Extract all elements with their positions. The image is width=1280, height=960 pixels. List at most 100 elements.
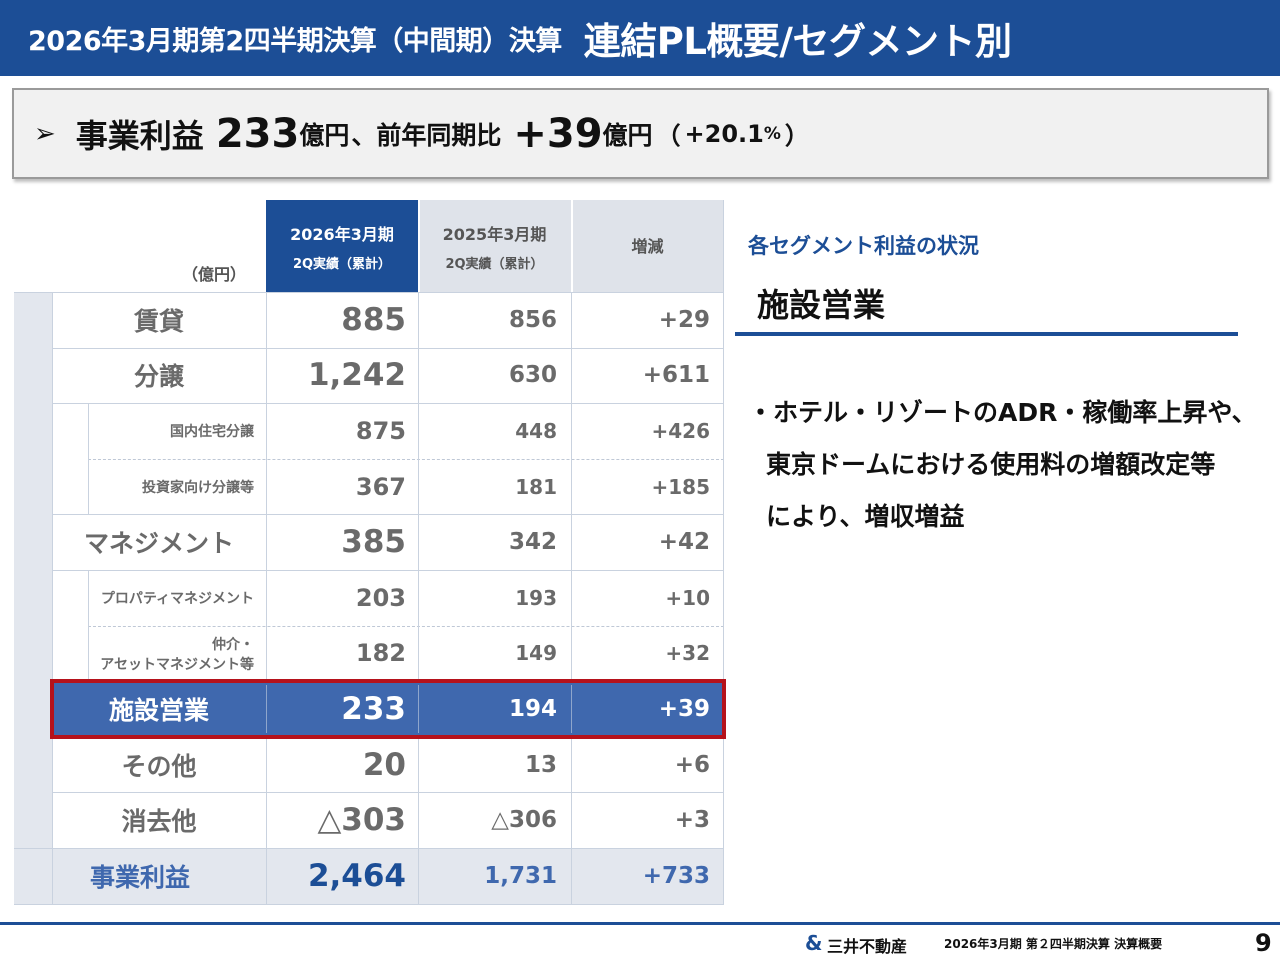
title-bar: 2026年3月期第2四半期決算（中間期）決算 連結PL概要/セグメント別	[0, 0, 1280, 76]
column-header: 2026年3月期	[290, 225, 394, 244]
column-divider	[571, 292, 572, 904]
row-label: 投資家向け分譲等	[142, 479, 254, 496]
segment-name: 施設営業	[757, 286, 886, 324]
current-value: 2,464	[307, 857, 406, 894]
row-label: その他	[121, 751, 197, 781]
column-header-sub: 2Q実績（累計）	[445, 256, 544, 272]
segment-comment-line: により、増収増益	[766, 502, 965, 531]
row-divider	[14, 903, 724, 905]
column-header-sub: 2Q実績（累計）	[292, 256, 392, 272]
prior-value: 630	[508, 362, 557, 389]
headline-pct-sign: %	[763, 123, 781, 144]
segment-comment: ・ホテル・リゾートのADR・稼働率上昇や、 東京ドームにおける使用料の増額改定等…	[748, 387, 1268, 543]
column-header: 増減	[631, 237, 664, 256]
unit-label: （億円）	[181, 265, 246, 284]
row-divider	[14, 848, 724, 849]
current-value: 367	[355, 472, 406, 501]
company-logo-icon: &	[805, 931, 823, 955]
column-header: 2025年3月期	[442, 225, 547, 244]
total-row-bg	[14, 848, 724, 904]
headline-paren-close: ）	[784, 122, 809, 150]
header-bg-current	[266, 200, 418, 292]
row-divider	[52, 403, 724, 405]
current-value: 885	[341, 301, 406, 338]
change-value: +3	[674, 807, 710, 834]
current-value: 1,242	[307, 357, 406, 394]
indent-divider	[88, 570, 89, 682]
current-value: △303	[317, 802, 406, 839]
segment-comment-line: ・ホテル・リゾートのADR・稼働率上昇や、	[748, 398, 1257, 427]
change-value: +6	[674, 751, 710, 778]
current-value: 203	[355, 583, 406, 612]
page-number: 9	[1255, 929, 1272, 957]
change-value: +733	[642, 862, 710, 889]
change-value: +42	[658, 529, 710, 556]
row-divider-dashed	[88, 458, 724, 460]
row-label: 国内住宅分譲	[170, 423, 254, 440]
headline-value: 233	[215, 110, 300, 157]
footer: & 三井不動産 2026年3月期 第２四半期決算 決算概要 9	[0, 929, 1280, 957]
change-value: +32	[665, 641, 710, 666]
headline-box: ➢ 事業利益 233 億円 、前年同期比 +39 億円 （ +20.1 % ）	[12, 88, 1269, 179]
headline-comparison: 、前年同期比	[351, 120, 502, 150]
change-value: +611	[642, 362, 710, 389]
row-label: 施設営業	[108, 695, 209, 725]
footer-divider	[0, 922, 1280, 925]
highlight-divider	[266, 685, 267, 733]
row-label: 仲介・	[212, 636, 254, 653]
prior-value: 448	[515, 418, 557, 443]
current-value: 20	[362, 746, 406, 783]
title-subtitle: 2026年3月期第2四半期決算（中間期）決算	[28, 25, 562, 57]
header-divider	[571, 200, 573, 292]
prior-value: 13	[524, 751, 557, 778]
headline-unit: 億円	[299, 120, 350, 150]
current-value: 875	[355, 416, 406, 445]
page-title: 連結PL概要/セグメント別	[583, 20, 1012, 63]
company-name: 三井不動産	[827, 937, 908, 956]
header-divider	[418, 200, 420, 292]
column-divider	[266, 292, 267, 904]
row-label: 賃貸	[133, 306, 184, 336]
prior-value: 342	[508, 529, 557, 556]
column-divider	[418, 292, 419, 904]
arrow-bullet-icon: ➢	[34, 118, 56, 149]
prior-value: 1,731	[484, 862, 557, 889]
row-divider	[52, 570, 724, 571]
headline-pct-value: +20.1	[684, 119, 764, 148]
row-label: 消去他	[121, 807, 197, 837]
segment-profit-table: （億円） 2026年3月期 2Q実績（累計） 2025年3月期 2Q実績（累計） 増減賃貸…	[14, 200, 726, 905]
change-value: +185	[651, 474, 710, 499]
prior-value: 194	[508, 695, 557, 722]
current-value: 182	[355, 639, 406, 668]
row-divider-dashed	[88, 625, 724, 627]
headline-diff-unit: 億円	[602, 120, 653, 150]
footer-doc-title: 2026年3月期 第２四半期決算 決算概要	[944, 937, 1163, 951]
row-label: プロパティマネジメント	[100, 590, 254, 607]
row-divider	[52, 736, 724, 738]
change-value: +10	[665, 585, 710, 610]
change-value: +426	[651, 418, 710, 443]
change-value: +39	[658, 695, 710, 722]
highlight-divider	[571, 685, 572, 733]
current-value: 233	[341, 690, 406, 727]
headline-label: 事業利益	[75, 116, 204, 155]
row-divider	[52, 514, 724, 516]
prior-value: △306	[491, 807, 557, 834]
headline-paren-open: （	[656, 122, 681, 150]
prior-value: 149	[515, 641, 557, 666]
segment-comment-line: 東京ドームにおける使用料の増額改定等	[766, 450, 1216, 479]
row-label: マネジメント	[83, 529, 234, 559]
highlighted-row	[50, 679, 726, 739]
row-divider	[52, 792, 724, 794]
total-label: 事業利益	[89, 862, 190, 892]
table-right-edge	[723, 200, 724, 904]
highlight-divider	[418, 685, 419, 733]
prior-value: 193	[515, 585, 557, 610]
current-value: 385	[341, 524, 406, 561]
row-divider	[14, 292, 724, 293]
prior-value: 856	[508, 306, 557, 333]
row-divider	[52, 347, 724, 349]
column-divider	[52, 292, 53, 904]
segment-divider	[735, 332, 1238, 336]
headline-diff: +39	[513, 110, 603, 157]
